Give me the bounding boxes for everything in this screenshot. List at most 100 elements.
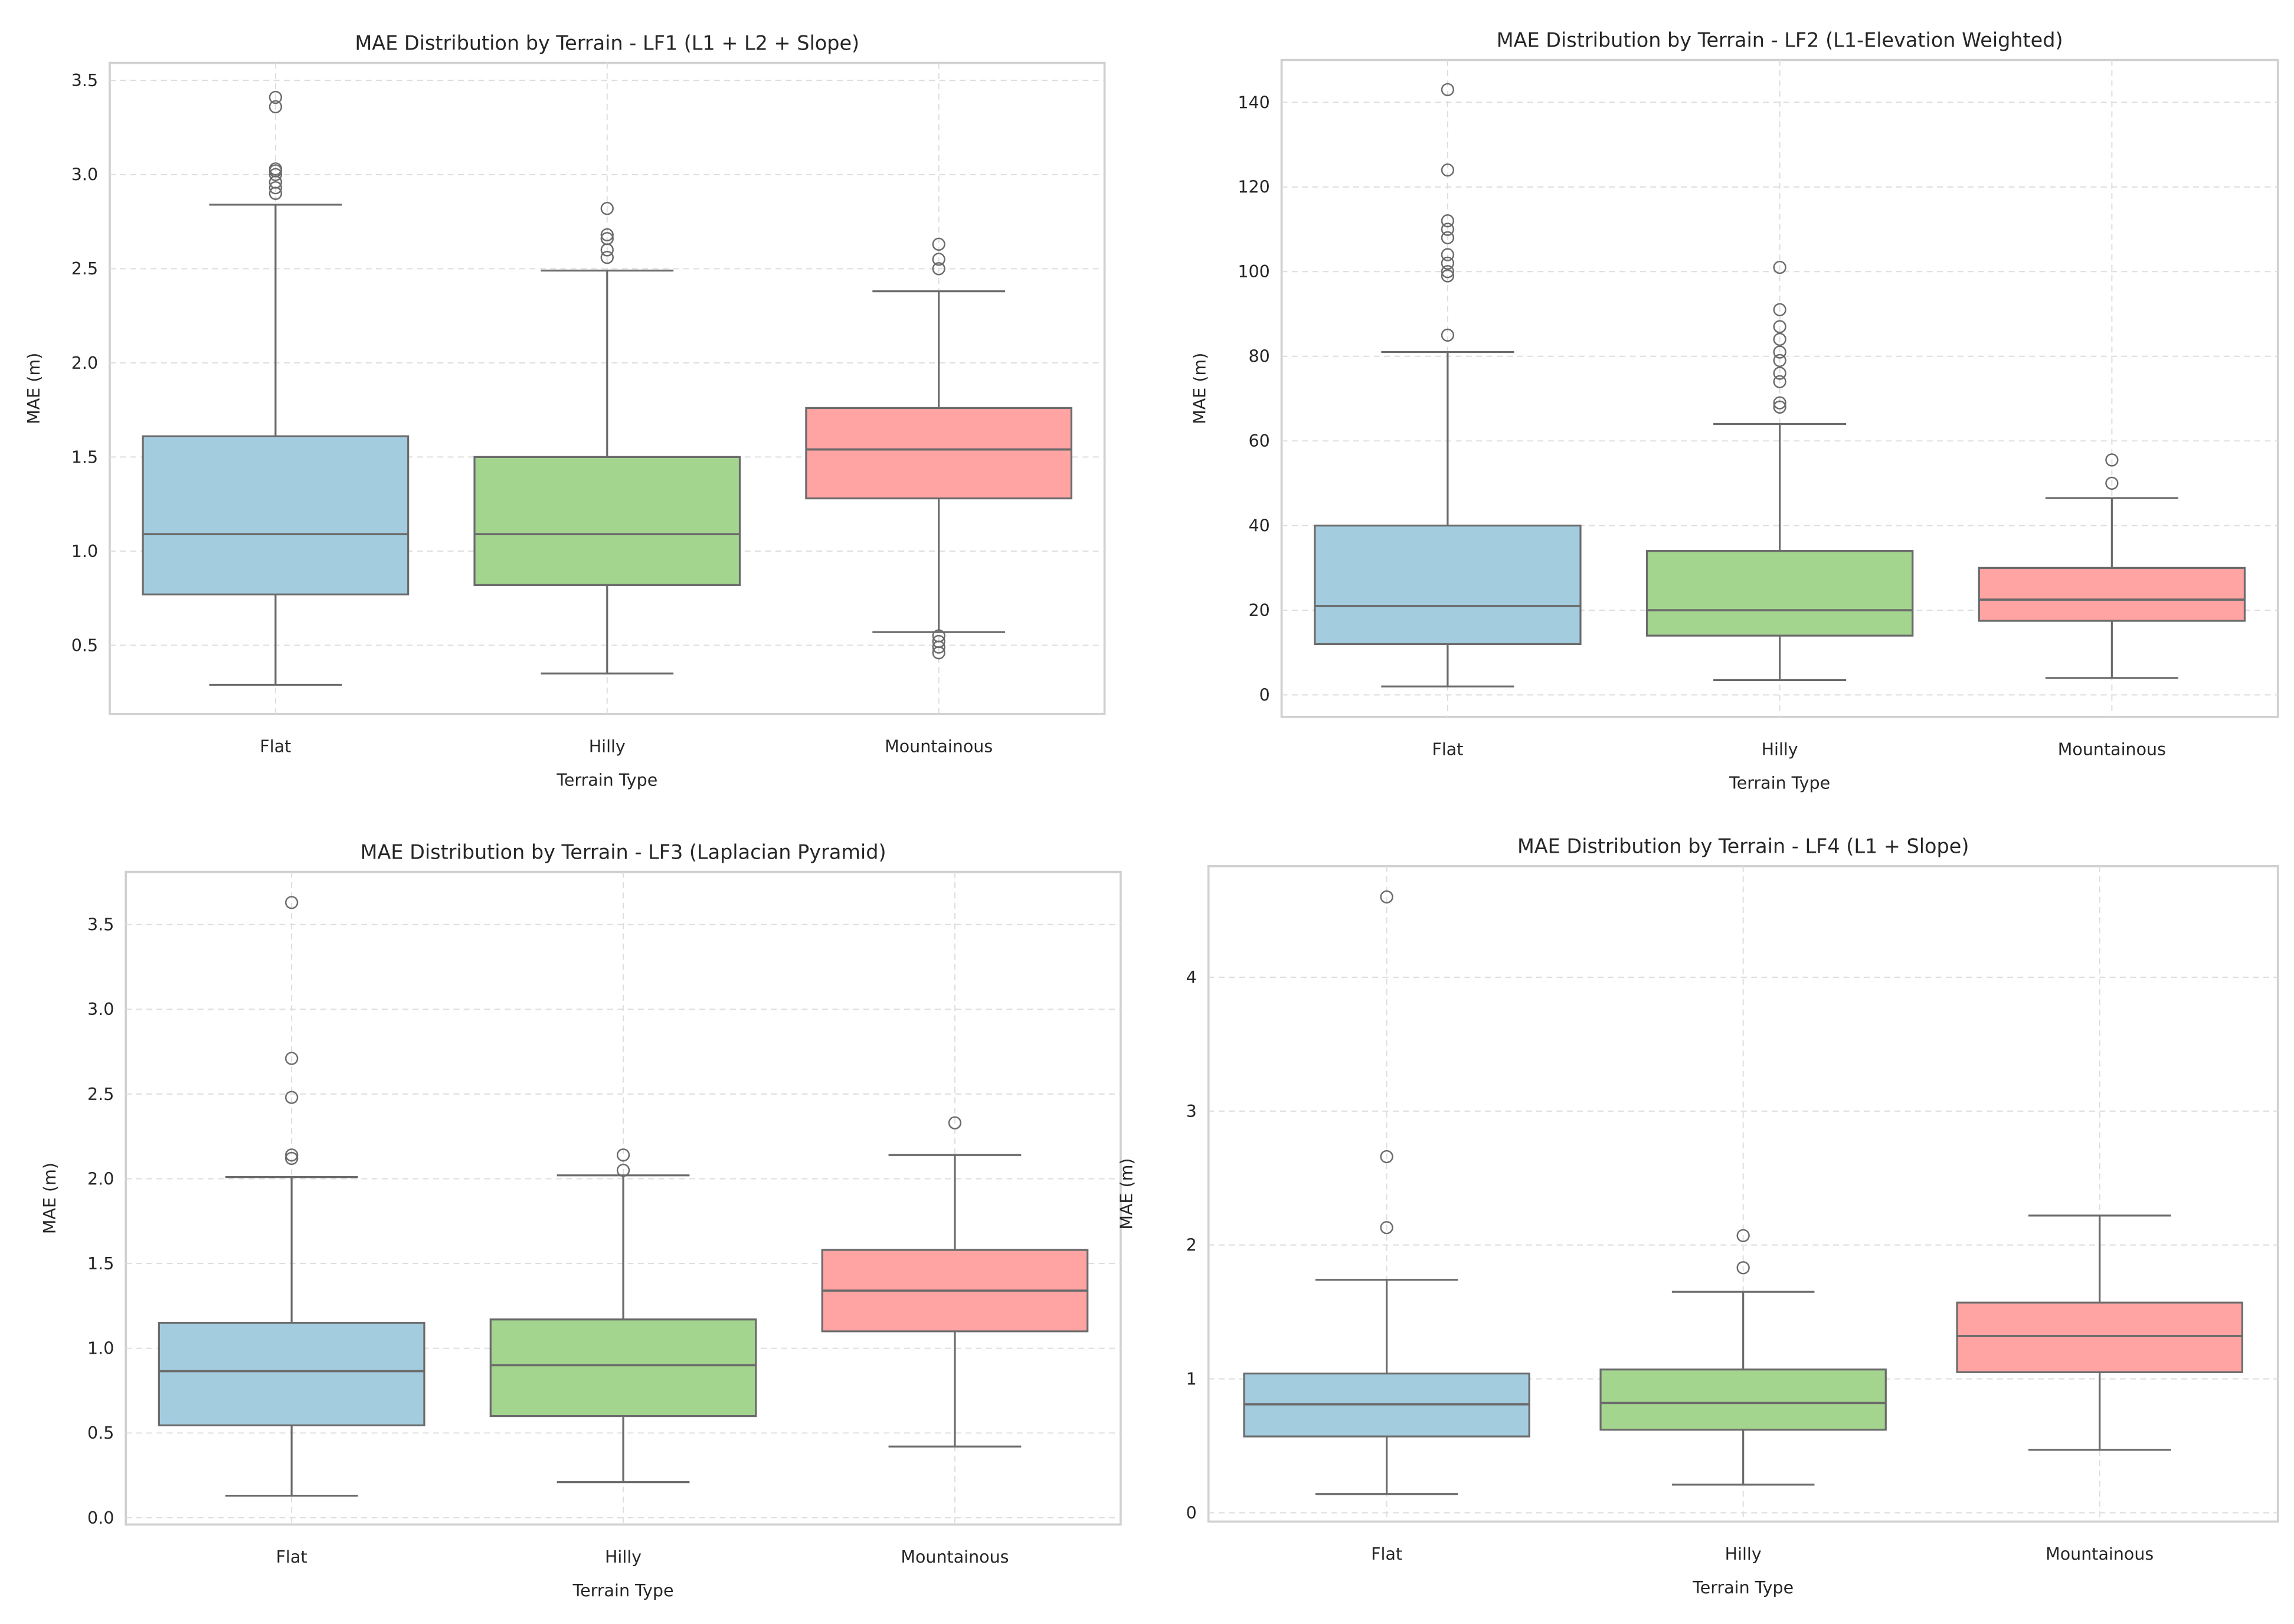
outlier-point bbox=[2105, 476, 2119, 490]
outlier-point bbox=[1441, 256, 1455, 270]
y-axis-label: MAE (m) bbox=[40, 1163, 60, 1234]
x-tick-label: Flat bbox=[276, 1547, 307, 1567]
y-tick-label: 4 bbox=[1186, 968, 1197, 987]
y-tick-label: 40 bbox=[1248, 516, 1269, 536]
box-hilly bbox=[1599, 1229, 1887, 1486]
y-tick-label: 2.5 bbox=[71, 259, 98, 279]
iqr-box bbox=[473, 456, 741, 586]
outlier-point bbox=[600, 228, 614, 242]
x-tick-label: Mountainous bbox=[2058, 739, 2166, 759]
x-tick-label: Hilly bbox=[1725, 1544, 1762, 1564]
x-tick-label: Hilly bbox=[589, 736, 626, 756]
y-tick-label: 2.5 bbox=[87, 1085, 114, 1104]
y-tick-label: 0.5 bbox=[87, 1423, 114, 1443]
outlier-point bbox=[1736, 1229, 1750, 1243]
chart-panel-2: 0 20 40 60 80 100 120 140 Flat Hilly Mountainous MA… bbox=[1190, 28, 2279, 793]
box-mountainous bbox=[1956, 1214, 2243, 1451]
outlier-point bbox=[932, 262, 945, 276]
outlier-point bbox=[1380, 1221, 1393, 1235]
chart-title: MAE Distribution by Terrain - LF3 (Lapla… bbox=[361, 840, 886, 863]
outlier-point bbox=[1441, 214, 1455, 228]
box-flat bbox=[142, 90, 410, 686]
outlier-point bbox=[1380, 890, 1393, 904]
y-tick-label: 2 bbox=[1186, 1236, 1197, 1255]
y-tick-label: 60 bbox=[1248, 431, 1269, 451]
box-mountainous bbox=[1978, 453, 2246, 679]
outlier-point bbox=[932, 237, 945, 251]
y-tick-label: 140 bbox=[1238, 93, 1269, 112]
outlier-point bbox=[932, 253, 945, 266]
box-hilly bbox=[489, 1148, 757, 1484]
box-mountainous bbox=[821, 1116, 1089, 1448]
chart-title: MAE Distribution by Terrain - LF1 (L1 + … bbox=[355, 31, 859, 54]
y-tick-label: 1.0 bbox=[87, 1339, 114, 1358]
outlier-point bbox=[1441, 163, 1455, 177]
box-hilly bbox=[473, 202, 741, 675]
outlier-point bbox=[1441, 265, 1455, 279]
y-tick-label: 3.0 bbox=[71, 165, 98, 185]
outlier-point bbox=[932, 629, 945, 643]
outlier-point bbox=[600, 232, 614, 245]
box-flat bbox=[1243, 890, 1530, 1495]
outlier-point bbox=[1773, 400, 1786, 414]
outlier-point bbox=[1441, 83, 1455, 97]
y-tick-label: 0 bbox=[1186, 1503, 1197, 1523]
outlier-point bbox=[1441, 222, 1455, 236]
y-tick-label: 1.0 bbox=[71, 542, 98, 561]
outlier-point bbox=[284, 1151, 299, 1165]
iqr-box bbox=[158, 1322, 426, 1427]
iqr-box bbox=[1978, 567, 2246, 622]
outlier-point bbox=[1441, 269, 1455, 283]
outlier-point bbox=[1773, 303, 1786, 316]
box-flat bbox=[1314, 83, 1582, 687]
outlier-point bbox=[1773, 320, 1786, 333]
y-axis-label: MAE (m) bbox=[1190, 353, 1210, 424]
y-tick-label: 20 bbox=[1248, 601, 1269, 620]
outlier-point bbox=[616, 1148, 630, 1162]
outlier-point bbox=[1441, 328, 1455, 342]
outlier-point bbox=[1736, 1261, 1750, 1275]
y-tick-label: 1.5 bbox=[71, 447, 98, 467]
outlier-point bbox=[269, 90, 283, 104]
x-axis-label: Terrain Type bbox=[572, 1581, 674, 1600]
x-axis-label: Terrain Type bbox=[556, 770, 657, 790]
y-tick-label: 2.0 bbox=[71, 353, 98, 373]
x-tick-label: Hilly bbox=[1762, 739, 1798, 759]
outlier-point bbox=[269, 162, 283, 176]
outlier-point bbox=[932, 634, 945, 649]
box-flat bbox=[158, 896, 426, 1497]
iqr-box bbox=[1314, 525, 1582, 646]
outlier-point bbox=[269, 181, 283, 195]
iqr-box bbox=[142, 435, 410, 595]
x-tick-label: Hilly bbox=[605, 1547, 642, 1567]
outlier-point bbox=[948, 1116, 962, 1129]
chart-panel-1: 0.5 1.0 1.5 2.0 2.5 3.0 3.5 Flat Hilly Mountainou… bbox=[24, 31, 1106, 790]
y-tick-label: 3.5 bbox=[71, 71, 98, 90]
y-tick-label: 1 bbox=[1186, 1370, 1197, 1389]
iqr-box bbox=[805, 407, 1073, 500]
outlier-point bbox=[1773, 366, 1786, 380]
outlier-point bbox=[269, 100, 283, 114]
outlier-point bbox=[1773, 260, 1786, 274]
x-tick-label: Flat bbox=[1371, 1544, 1402, 1564]
outlier-point bbox=[1380, 1150, 1393, 1164]
outlier-point bbox=[284, 1091, 299, 1104]
y-tick-label: 3 bbox=[1186, 1102, 1197, 1121]
outlier-point bbox=[269, 168, 283, 181]
y-tick-label: 3.0 bbox=[87, 1000, 114, 1019]
x-tick-label: Mountainous bbox=[885, 736, 993, 756]
iqr-box bbox=[1599, 1368, 1887, 1431]
x-axis-label: Terrain Type bbox=[1692, 1578, 1794, 1597]
y-tick-label: 2.0 bbox=[87, 1169, 114, 1188]
outlier-point bbox=[1773, 345, 1786, 359]
iqr-box bbox=[1645, 550, 1914, 637]
outlier-point bbox=[1773, 332, 1786, 346]
y-tick-label: 120 bbox=[1238, 178, 1269, 197]
x-tick-label: Flat bbox=[1432, 739, 1463, 759]
y-tick-label: 80 bbox=[1248, 347, 1269, 366]
outlier-point bbox=[1773, 396, 1786, 410]
y-tick-label: 0 bbox=[1259, 685, 1270, 705]
chart-panel-4: 0 1 2 3 4 Flat Hilly Mountainous MAE Distributio… bbox=[1117, 834, 2279, 1597]
x-tick-label: Mountainous bbox=[2046, 1544, 2154, 1564]
